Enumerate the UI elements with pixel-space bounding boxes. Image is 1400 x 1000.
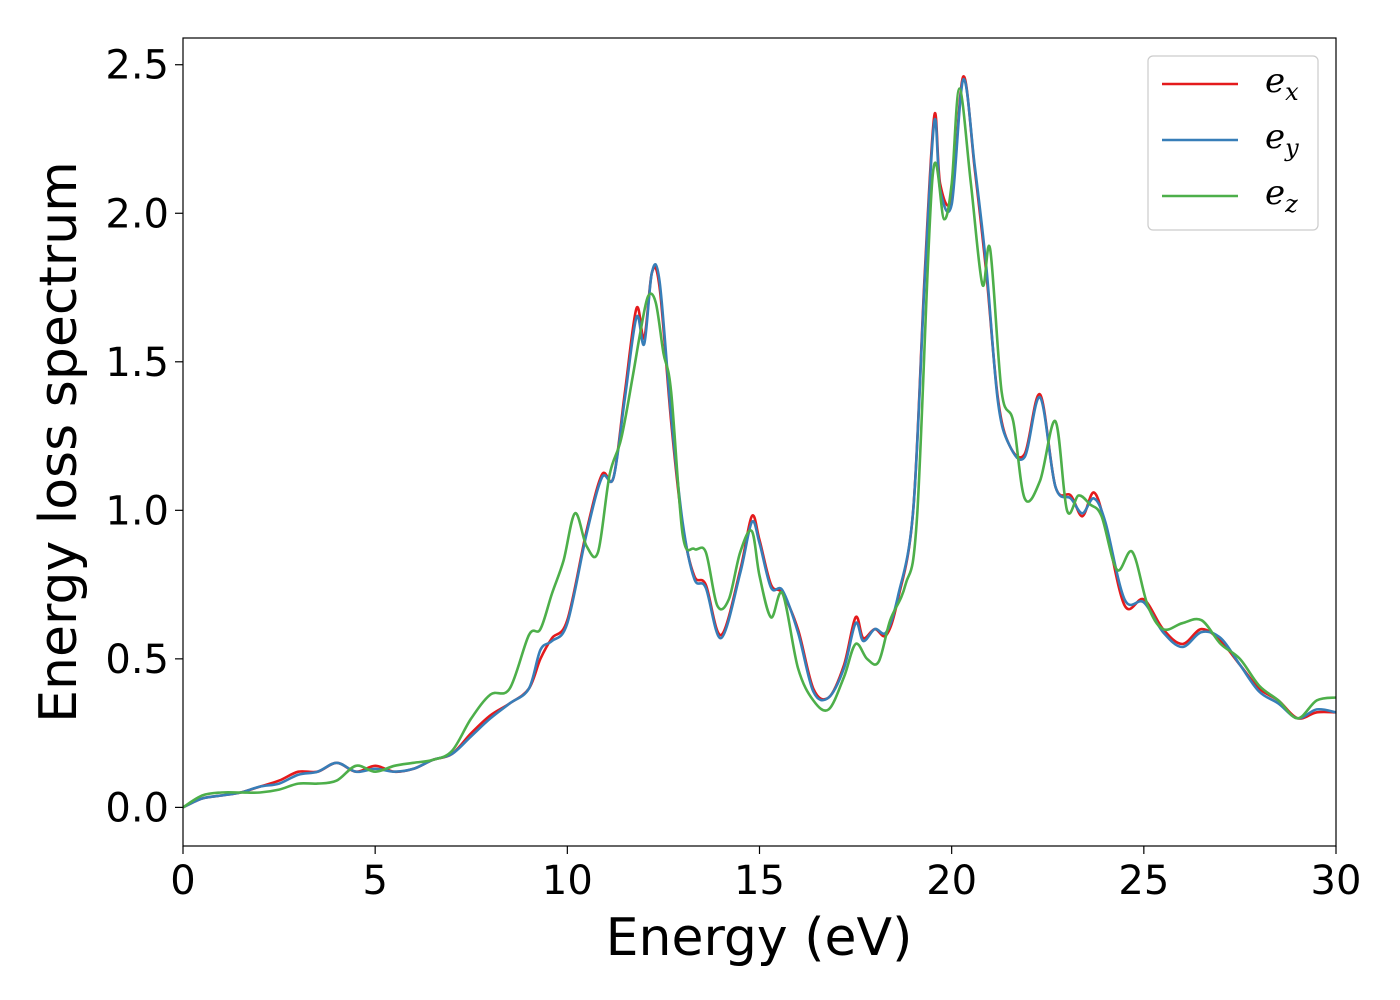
y-tick-label: 0.5 — [105, 637, 169, 683]
y-axis-label: Energy loss spectrum — [29, 161, 89, 723]
y-tick-label: 2.5 — [105, 43, 169, 89]
series-line-z — [183, 87, 1336, 809]
x-tick-label: 5 — [362, 858, 387, 904]
x-tick-label: 20 — [926, 858, 977, 904]
x-tick-label: 0 — [170, 858, 195, 904]
x-tick-label: 25 — [1118, 858, 1169, 904]
x-tick-label: 30 — [1311, 858, 1362, 904]
x-axis-ticks: 0 5 10 15 20 25 30 — [170, 846, 1361, 904]
x-tick-label: 15 — [734, 858, 785, 904]
y-tick-label: 1.5 — [105, 340, 169, 386]
y-tick-label: 2.0 — [105, 191, 169, 237]
x-axis-label: Energy (eV) — [606, 908, 913, 968]
y-axis-ticks: 0.0 0.5 1.0 1.5 2.0 2.5 — [105, 43, 183, 831]
legend-box — [1147, 55, 1319, 231]
plot-lines — [183, 75, 1336, 809]
y-tick-label: 1.0 — [105, 488, 169, 534]
x-tick-label: 10 — [542, 858, 593, 904]
y-tick-label: 0.0 — [105, 785, 169, 831]
